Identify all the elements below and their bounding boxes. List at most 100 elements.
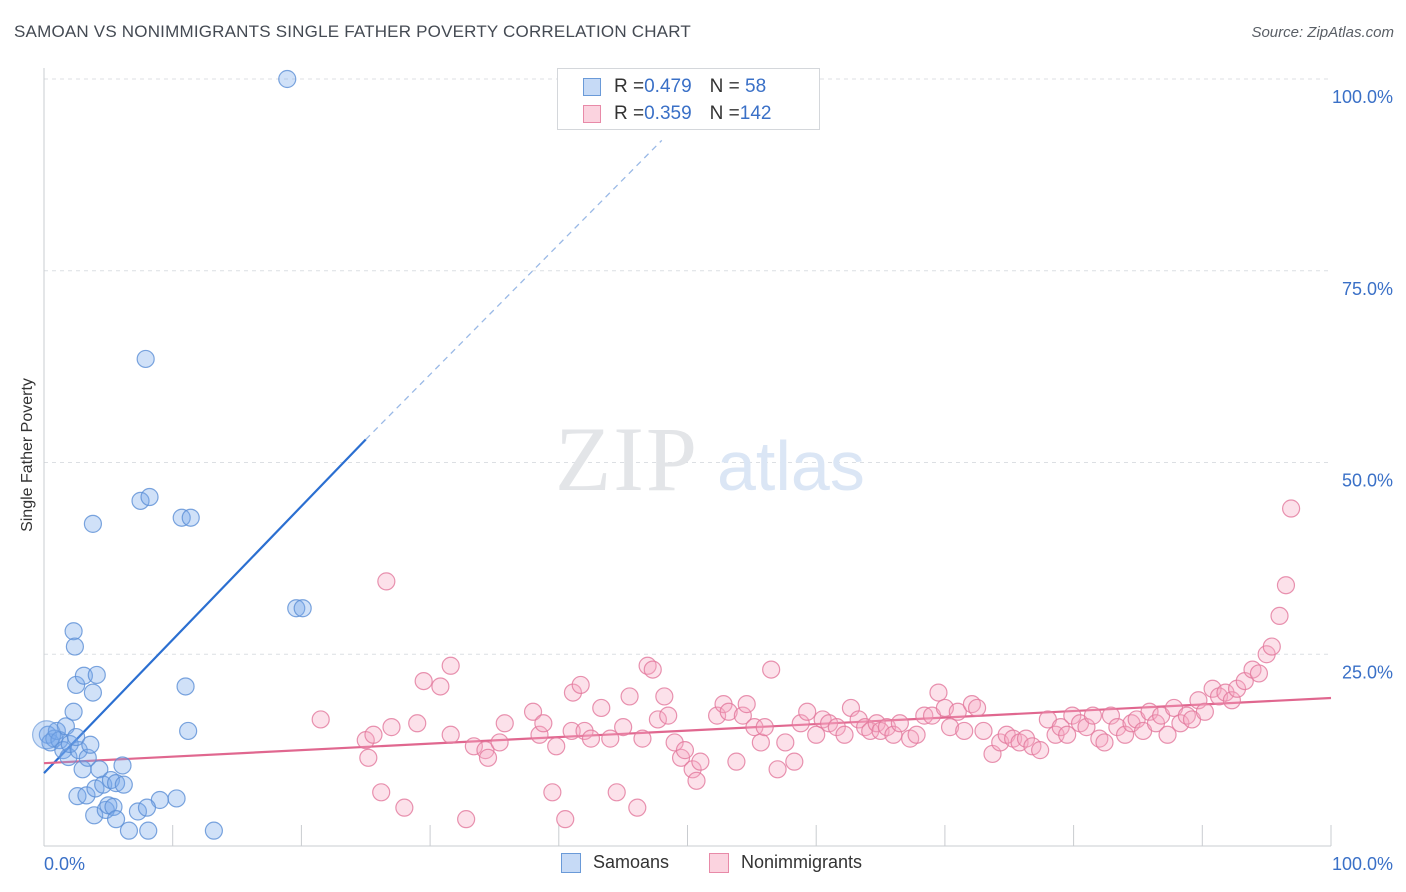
data-point: [1115, 725, 1135, 744]
data-point: [414, 671, 433, 691]
data-point: [581, 729, 601, 748]
data-point: [890, 714, 909, 733]
data-point: [81, 735, 100, 754]
data-point: [77, 786, 96, 805]
data-point: [655, 687, 674, 706]
data-point: [691, 752, 710, 771]
data-point: [683, 760, 702, 779]
data-point: [114, 775, 133, 794]
legend-n-value: 142: [739, 103, 772, 124]
data-point: [737, 695, 756, 714]
data-point: [64, 622, 83, 641]
data-point: [1262, 637, 1281, 656]
tick-labels: 100.0% 75.0% 50.0% 25.0% 0.0% 100.0%: [44, 87, 1393, 874]
data-point: [733, 706, 752, 725]
data-point: [431, 677, 450, 696]
data-point: [547, 737, 566, 756]
data-point: [204, 821, 223, 840]
series-nonimmigrants: [311, 499, 1301, 829]
data-point: [1189, 691, 1208, 710]
data-point: [1270, 606, 1289, 626]
x-tick-label: 0.0%: [44, 854, 85, 874]
y-tick-label: 100.0%: [1332, 87, 1393, 107]
data-point: [1077, 718, 1096, 737]
data-point: [543, 783, 562, 802]
data-point: [1095, 733, 1114, 752]
data-point: [59, 747, 78, 767]
data-point: [719, 702, 738, 721]
data-point: [1140, 702, 1159, 721]
data-point: [490, 733, 509, 752]
data-point: [940, 718, 960, 737]
data-point: [67, 727, 86, 747]
data-point: [31, 720, 62, 750]
data-point: [1031, 741, 1050, 760]
data-point: [64, 702, 83, 721]
data-point: [534, 714, 553, 733]
data-point: [1108, 718, 1127, 737]
legend-swatch-samoans: [583, 78, 601, 96]
data-point: [571, 675, 590, 695]
data-point: [131, 491, 150, 510]
data-point: [441, 725, 460, 744]
data-point: [1282, 499, 1301, 518]
bottom-legend-label: Samoans: [593, 852, 670, 872]
data-point: [1101, 706, 1121, 725]
legend-r-value: 0.479: [644, 76, 692, 97]
data-point: [1195, 702, 1214, 721]
legend-r-label: R =: [614, 103, 645, 124]
data-point: [755, 718, 774, 737]
data-point: [176, 677, 195, 696]
grid-lines: [44, 78, 1331, 655]
data-point: [974, 721, 993, 741]
y-tick-label: 25.0%: [1342, 662, 1393, 682]
data-point: [762, 660, 781, 679]
chart-title: SAMOAN VS NONIMMIGRANTS SINGLE FATHER PO…: [14, 22, 691, 41]
data-point: [1249, 664, 1269, 683]
data-point: [287, 599, 306, 618]
data-point: [776, 733, 795, 752]
y-tick-label: 50.0%: [1342, 471, 1393, 491]
data-point: [139, 821, 158, 840]
legend-row-samoans: R = 0.479 N = 58: [558, 74, 766, 100]
data-point: [745, 718, 764, 737]
data-point: [278, 69, 297, 89]
data-point: [727, 752, 746, 771]
data-point: [395, 798, 414, 817]
data-point: [791, 714, 810, 733]
trend-line-samoans: [43, 438, 367, 774]
data-point: [113, 756, 132, 775]
data-point: [967, 698, 987, 718]
data-point: [83, 514, 103, 533]
data-point: [607, 783, 626, 802]
data-point: [137, 798, 157, 817]
data-point: [106, 774, 126, 793]
data-point: [377, 572, 396, 591]
data-point: [592, 698, 611, 718]
data-point: [948, 702, 967, 721]
data-point: [751, 733, 770, 752]
data-point: [441, 656, 460, 675]
data-point: [1222, 691, 1242, 710]
data-point: [181, 508, 200, 527]
data-point: [827, 718, 846, 737]
data-point: [90, 760, 109, 779]
data-point: [106, 810, 126, 829]
data-point: [74, 666, 93, 685]
data-point: [478, 748, 498, 767]
data-point: [708, 706, 727, 725]
legend-n-label: N =: [709, 103, 740, 124]
data-point: [675, 741, 695, 760]
data-point: [601, 729, 620, 748]
data-point: [457, 810, 476, 829]
data-point: [929, 683, 948, 702]
data-point: [495, 714, 514, 733]
data-point: [408, 714, 427, 733]
legend-n-value: 58: [739, 76, 767, 97]
data-point: [785, 752, 804, 771]
legend-r-value: 0.359: [644, 103, 692, 124]
bottom-legend-nonimmigrants: Nonimmigrants: [709, 852, 862, 873]
data-point: [87, 665, 106, 685]
y-tick-label: 75.0%: [1342, 279, 1393, 299]
